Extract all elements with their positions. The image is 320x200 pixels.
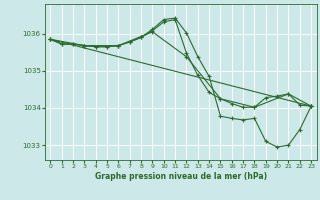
X-axis label: Graphe pression niveau de la mer (hPa): Graphe pression niveau de la mer (hPa) (95, 172, 267, 181)
